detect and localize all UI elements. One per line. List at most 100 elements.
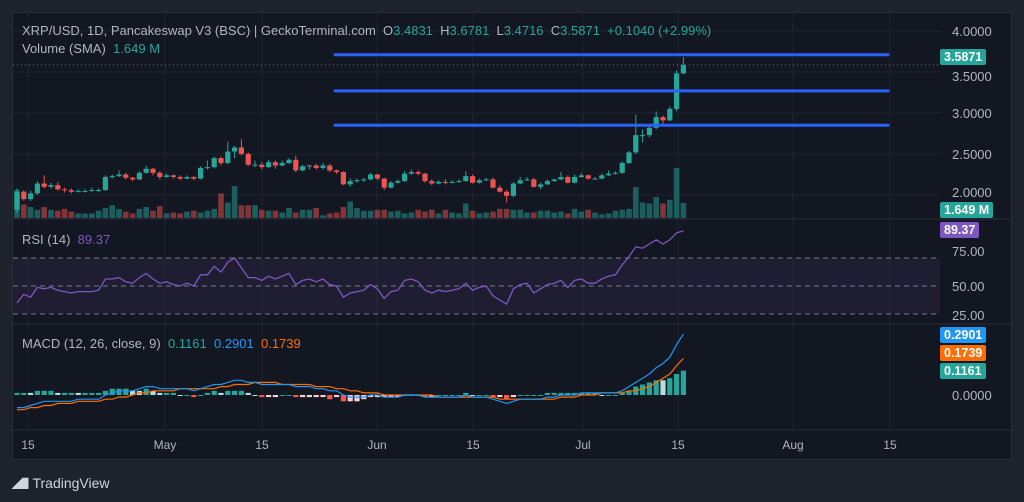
price-tick-label: 2.5000 [952, 147, 992, 162]
macd-histogram-bar [300, 395, 306, 398]
volume-bar [374, 209, 381, 218]
high-label: H [440, 23, 450, 38]
macd-histogram-bar [354, 395, 360, 402]
macd-histogram-bar [198, 395, 204, 396]
volume-label[interactable]: Volume (SMA) [22, 41, 106, 56]
rsi-line [16, 230, 684, 306]
low-label: L [496, 23, 504, 38]
candle-body [136, 172, 142, 180]
open-label: O [383, 23, 394, 38]
time-tick-label: 15 [21, 438, 35, 452]
volume-bar [395, 210, 401, 218]
tradingview-brand[interactable]: ◢▮ TradingView [12, 474, 110, 491]
volume-bar [157, 206, 163, 218]
volume-bar [225, 202, 231, 218]
volume-bar [612, 210, 619, 218]
candle-body [204, 167, 210, 169]
volume-bar [537, 210, 544, 218]
macd-histogram-bar [497, 395, 503, 398]
candle-body [347, 181, 353, 185]
change-value: +0.1040 (+2.99%) [607, 23, 712, 38]
macd-histogram-bar [585, 392, 591, 395]
macd-histogram-bar [68, 392, 74, 395]
candle-body [388, 182, 394, 188]
candle-body [96, 190, 102, 192]
candle-body [198, 167, 204, 179]
volume-bar [524, 212, 530, 218]
price-tick-label: 3.5000 [952, 69, 992, 84]
macd-histogram-bar [313, 395, 319, 398]
price-tick-label: 2.0000 [952, 185, 992, 200]
volume-bar [306, 209, 313, 218]
volume-bar [68, 211, 75, 218]
candle-body [429, 181, 435, 184]
volume-bar [197, 212, 204, 218]
candle-body [21, 191, 27, 200]
macd-histogram-bar [102, 390, 108, 395]
candle-body [55, 185, 61, 190]
volume-bar [34, 209, 41, 218]
volume-bar [41, 207, 47, 218]
candle-body [524, 179, 530, 181]
rsi-label[interactable]: RSI (14) [22, 232, 71, 247]
candle-body [653, 117, 659, 128]
macd-histogram-bar [646, 382, 652, 395]
macd-histogram-bar [470, 395, 476, 396]
volume-bar [517, 209, 523, 218]
macd-histogram-bar [551, 392, 557, 395]
volume-bar [490, 211, 496, 218]
volume-bar [667, 199, 673, 218]
macd-label[interactable]: MACD (12, 26, close, 9) [22, 336, 161, 351]
volume-bar [123, 211, 129, 218]
volume-bar [619, 209, 625, 218]
macd-histogram-bar [41, 390, 47, 395]
macd-histogram-bar [592, 392, 598, 395]
candle-body [340, 172, 346, 185]
candle-body [483, 179, 489, 181]
candle-body [381, 178, 387, 188]
macd-histogram-bar [381, 395, 387, 398]
candle-body [157, 172, 163, 177]
volume-bar [367, 210, 374, 218]
candle-body [531, 179, 537, 187]
candle-body [75, 190, 81, 192]
volume-bar [27, 207, 34, 218]
volume-bar [204, 210, 211, 218]
candle-body [191, 176, 197, 179]
volume-bar [449, 212, 455, 218]
candle-body [116, 174, 122, 177]
macd-histogram-bar [170, 392, 176, 395]
volume-bar [279, 212, 285, 218]
volume-bar [578, 211, 585, 218]
volume-bar [660, 203, 666, 218]
macd-histogram-bar [96, 392, 102, 395]
candle-body [89, 190, 95, 192]
candle-body [150, 168, 156, 173]
macd-line-value: 0.2901 [213, 336, 254, 351]
volume-bar [252, 205, 258, 218]
candle-body [463, 176, 469, 182]
macd-histogram-bar [456, 395, 462, 396]
volume-bar [673, 167, 680, 218]
volume-bar [510, 209, 517, 218]
macd-histogram-bar [238, 390, 244, 395]
candle-body [225, 151, 231, 164]
macd-histogram-bar [442, 395, 448, 396]
chart-panel[interactable] [12, 12, 1012, 460]
candle-body [415, 172, 421, 174]
volume-bar [456, 213, 462, 218]
candle-body [238, 147, 244, 154]
candle-body [660, 117, 666, 121]
macd-histogram-bar [653, 380, 659, 395]
candle-body [510, 183, 516, 196]
candle-body [395, 181, 401, 183]
macd-histogram-bar [429, 395, 435, 398]
time-tick-label: 15 [671, 438, 685, 452]
symbol-title[interactable]: XRP/USD, 1D, Pancakeswap V3 (BSC) | Geck… [22, 23, 376, 38]
price-tick-label: 4.0000 [952, 24, 992, 39]
volume-bar [605, 213, 612, 218]
macd-histogram-bar [130, 390, 136, 395]
volume-bar [95, 210, 102, 218]
macd-hist-value: 0.1161 [167, 336, 207, 351]
